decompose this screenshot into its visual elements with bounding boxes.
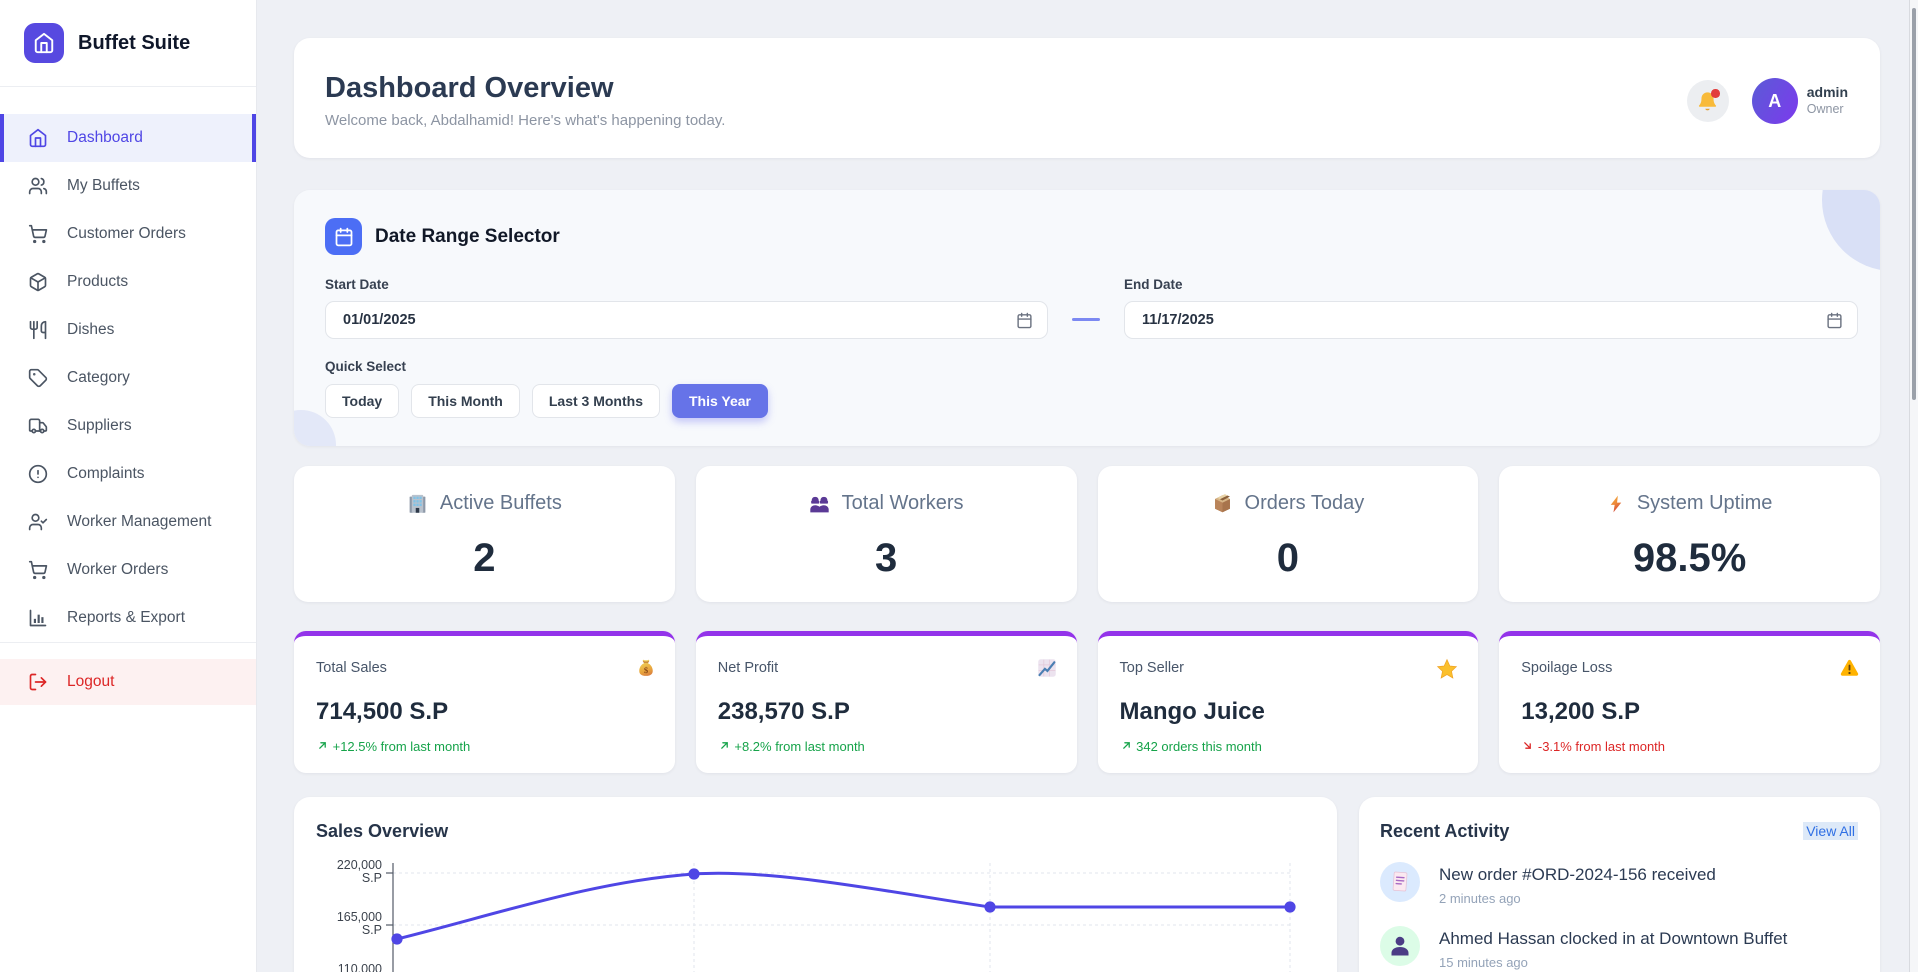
svg-text:S.P: S.P [362, 871, 382, 885]
svg-text:165,000: 165,000 [337, 910, 382, 924]
svg-text:110,000: 110,000 [338, 962, 382, 972]
svg-text:S.P: S.P [362, 923, 382, 937]
svg-text:$: $ [644, 665, 649, 675]
svg-text:220,000: 220,000 [337, 858, 382, 872]
